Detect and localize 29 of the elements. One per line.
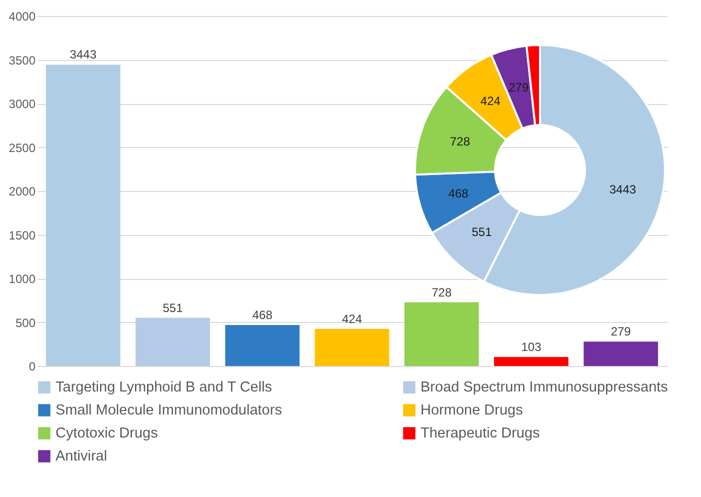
data-label: 279 bbox=[508, 80, 529, 95]
y-tick-label: 0 bbox=[28, 360, 36, 374]
legend-label: Targeting Lymphoid B and T Cells bbox=[56, 379, 272, 396]
legend-label: Hormone Drugs bbox=[420, 402, 523, 418]
y-tick-label: 2500 bbox=[8, 140, 36, 155]
legend-label: Broad Spectrum Immunosuppressants bbox=[420, 379, 668, 396]
legend-label: Antiviral bbox=[56, 448, 108, 464]
y-tick-label: 3000 bbox=[8, 97, 36, 111]
data-label: 279 bbox=[610, 324, 632, 339]
data-label: 551 bbox=[472, 224, 492, 239]
y-tick-label: 3500 bbox=[8, 53, 36, 68]
y-tick-label: 2000 bbox=[8, 184, 36, 198]
data-label: 468 bbox=[448, 186, 469, 201]
data-label: 3443 bbox=[609, 182, 636, 197]
data-label: 424 bbox=[342, 312, 362, 326]
legend-label: Cytotoxic Drugs bbox=[56, 425, 158, 442]
data-label: 103 bbox=[521, 340, 542, 354]
y-tick-label: 1500 bbox=[8, 228, 36, 242]
data-label: 551 bbox=[162, 300, 184, 315]
data-label: 468 bbox=[252, 308, 273, 322]
data-label: 728 bbox=[450, 134, 470, 148]
legend-label: Small Molecule Immunomodulators bbox=[56, 402, 282, 418]
legend-label: Therapeutic Drugs bbox=[420, 425, 540, 442]
y-tick-label: 4000 bbox=[8, 10, 36, 24]
y-tick-label: 500 bbox=[15, 316, 36, 330]
data-label: 3443 bbox=[70, 48, 97, 62]
data-label: 424 bbox=[480, 94, 501, 108]
data-label: 728 bbox=[432, 285, 452, 300]
y-tick-label: 1000 bbox=[8, 272, 36, 286]
